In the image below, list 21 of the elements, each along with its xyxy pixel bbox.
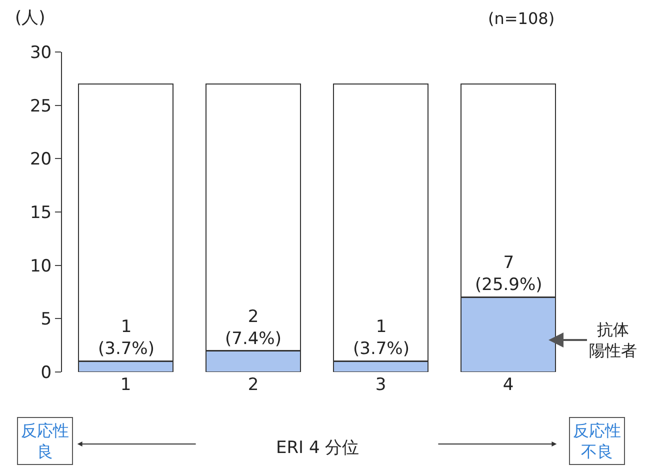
x-axis-title: ERI 4 分位 (276, 438, 360, 458)
x-tick-label: 2 (248, 375, 259, 395)
x-tick-label: 1 (120, 375, 132, 395)
text: 抗体陽性者 (589, 320, 637, 360)
text: (n=108) (488, 9, 555, 28)
x-tick-label: 3 (375, 375, 386, 395)
y-tick-label: 15 (30, 202, 52, 223)
data-label: 2 (7.4%) (225, 307, 282, 350)
y-tick-label: 0 (40, 362, 52, 383)
y-axis-title: (人) (15, 8, 46, 28)
x-tick-label: 4 (502, 375, 514, 395)
y-tick-label: 20 (30, 150, 52, 170)
y-tick-label: 30 (30, 42, 52, 63)
data-label: 1 (3.7%) (98, 317, 154, 360)
y-tick-label: 10 (30, 256, 52, 276)
y-tick-label: 5 (40, 310, 52, 330)
data-label: 1 (3.7%) (353, 317, 410, 360)
text: 反応性不良 (573, 421, 621, 461)
text: 反応性良 (21, 421, 69, 461)
y-tick-label: 25 (30, 96, 52, 116)
data-label: 7 (25.9%) (475, 253, 542, 296)
